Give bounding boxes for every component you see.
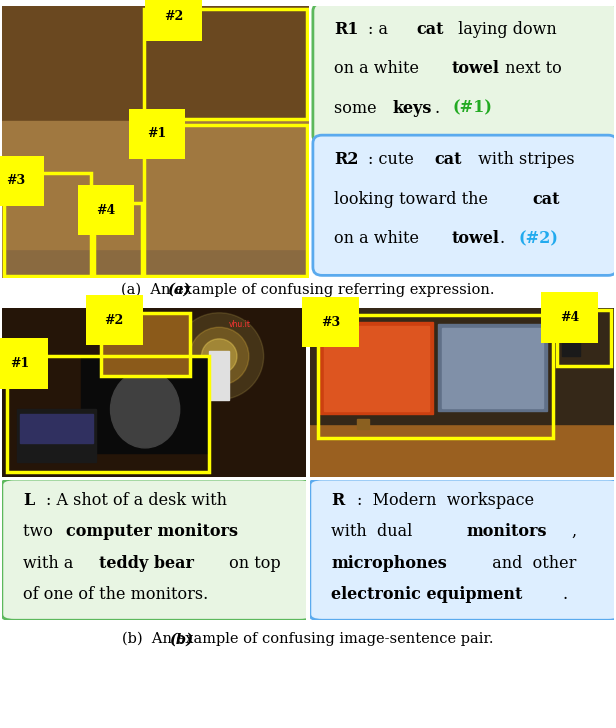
Text: vhu.it: vhu.it [229, 320, 251, 330]
Text: : cute: : cute [368, 151, 419, 168]
Text: (b): (b) [169, 632, 193, 646]
Text: towel: towel [452, 231, 499, 248]
Bar [17, 409, 95, 462]
Text: (#2): (#2) [518, 231, 558, 248]
Text: with stripes: with stripes [472, 151, 574, 168]
Ellipse shape [110, 371, 180, 448]
Bar [103, 314, 188, 373]
Text: :  Modern  workspace: : Modern workspace [357, 491, 534, 509]
Text: monitors: monitors [466, 523, 547, 540]
Text: on a white: on a white [334, 231, 424, 248]
Text: laying down: laying down [453, 21, 557, 38]
Bar [323, 326, 429, 411]
Text: : A shot of a desk with: : A shot of a desk with [46, 491, 227, 509]
Text: #1: #1 [147, 127, 166, 141]
Bar [310, 308, 614, 424]
Bar [2, 122, 309, 249]
Text: looking toward the: looking toward the [334, 191, 493, 208]
Text: ,: , [572, 523, 577, 540]
Text: computer monitors: computer monitors [66, 523, 238, 540]
Text: #4: #4 [560, 311, 579, 324]
Text: microphones: microphones [331, 555, 447, 571]
Text: teddy bear: teddy bear [99, 555, 194, 571]
Text: of one of the monitors.: of one of the monitors. [23, 586, 208, 603]
Text: cat: cat [435, 151, 462, 168]
Text: towel: towel [452, 60, 499, 77]
Text: .: . [500, 231, 510, 248]
Text: with  dual: with dual [331, 523, 423, 540]
Text: cat: cat [416, 21, 444, 38]
Text: R1: R1 [334, 21, 359, 38]
Bar [562, 313, 580, 356]
Text: #3: #3 [321, 316, 340, 328]
Text: (#1): (#1) [453, 100, 493, 116]
Text: (a): (a) [168, 282, 191, 297]
Text: #2: #2 [105, 314, 124, 327]
Text: #1: #1 [10, 357, 29, 370]
Text: with a: with a [23, 555, 79, 571]
Bar [439, 325, 547, 411]
Text: #2: #2 [164, 9, 184, 23]
Text: R: R [331, 491, 344, 509]
Text: (a)  An example of confusing referring expression.: (a) An example of confusing referring ex… [121, 282, 495, 297]
Bar [2, 6, 309, 122]
Text: .: . [435, 100, 445, 116]
FancyBboxPatch shape [313, 135, 616, 275]
Bar [310, 424, 614, 477]
Circle shape [175, 313, 264, 400]
Text: electronic equipment: electronic equipment [331, 586, 522, 603]
Bar [320, 323, 433, 414]
Text: #4: #4 [97, 204, 116, 217]
Text: on top: on top [224, 555, 281, 571]
Text: keys: keys [392, 100, 431, 116]
Text: R2: R2 [334, 151, 359, 168]
FancyBboxPatch shape [2, 479, 312, 620]
Text: (b)  An example of confusing image-sentence pair.: (b) An example of confusing image-senten… [122, 632, 494, 646]
Bar [442, 328, 543, 408]
Text: on a white: on a white [334, 60, 424, 77]
Text: some: some [334, 100, 382, 116]
Text: : a: : a [368, 21, 393, 38]
FancyBboxPatch shape [313, 3, 616, 143]
Text: two: two [23, 523, 58, 540]
Circle shape [201, 339, 237, 373]
Text: and  other: and other [482, 555, 576, 571]
Circle shape [190, 328, 249, 385]
Bar [357, 419, 369, 429]
FancyBboxPatch shape [310, 479, 616, 620]
Text: L: L [23, 491, 34, 509]
Text: cat: cat [532, 191, 559, 208]
Text: .: . [562, 586, 567, 603]
Bar [209, 352, 229, 400]
Text: next to: next to [500, 60, 562, 77]
Bar [81, 356, 209, 453]
Bar [20, 414, 93, 443]
Text: #3: #3 [6, 174, 25, 187]
